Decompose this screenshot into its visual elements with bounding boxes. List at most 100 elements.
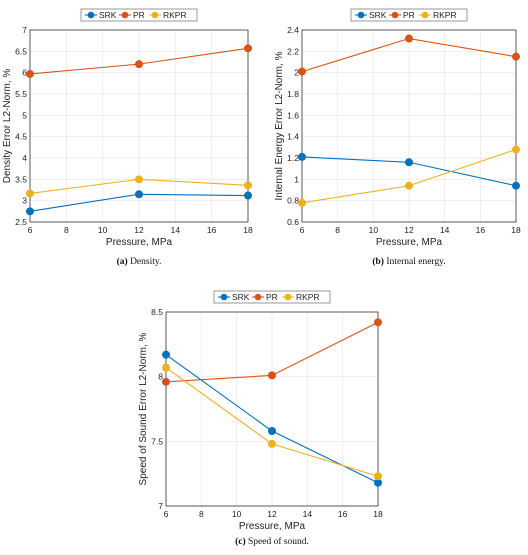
data-point-srk: [405, 158, 413, 167]
x-tick-label: 6: [28, 225, 33, 235]
y-tick-label: 8.5: [151, 307, 163, 317]
data-point-rkpr: [268, 439, 276, 448]
x-tick-label: 12: [267, 509, 277, 519]
legend-label: RKPR: [433, 10, 457, 20]
caption-text: Density.: [128, 257, 162, 267]
y-tick-label: 7: [158, 501, 163, 511]
y-tick-label: 3.5: [15, 174, 27, 184]
legend: SRK PR RKPR: [350, 8, 468, 22]
legend-marker-pr: [391, 11, 399, 19]
data-point-rkpr: [26, 189, 34, 198]
data-point-srk: [268, 426, 276, 435]
x-tick-label: 14: [171, 225, 181, 235]
legend-box: [80, 8, 198, 22]
data-point-pr: [405, 34, 413, 43]
data-point-pr: [268, 371, 276, 380]
figure-caption: (c) Speed of sound.: [235, 536, 309, 547]
data-point-pr: [374, 318, 382, 327]
x-tick-label: 10: [98, 225, 108, 235]
chart-a: 6 8 10 12 14 16 18 2.5 3 3.5 4 4.5 5 5.5 6 6.5 7 Pressure…: [2, 8, 253, 267]
axes-box: [165, 311, 379, 507]
x-tick-label: 14: [303, 509, 313, 519]
y-tick-label: 0.6: [287, 217, 299, 227]
x-tick-label: 16: [207, 225, 217, 235]
x-axis-label: Pressure, MPa: [106, 237, 173, 248]
y-tick-label: 1.4: [287, 132, 299, 142]
y-tick-label: 4: [22, 153, 27, 163]
y-tick-label: 3: [22, 196, 27, 206]
y-tick-label: 0.8: [287, 196, 299, 206]
y-tick-label: 5: [22, 110, 27, 120]
y-tick-label: 1.8: [287, 89, 299, 99]
x-tick-label: 18: [243, 225, 253, 235]
data-point-rkpr: [405, 181, 413, 190]
y-tick-label: 6: [22, 68, 27, 78]
legend-marker-pr: [254, 293, 262, 301]
x-axis-label: Pressure, MPa: [376, 237, 443, 248]
x-tick-label: 12: [404, 225, 414, 235]
legend-label: PR: [266, 292, 278, 302]
x-axis-label: Pressure, MPa: [239, 521, 306, 532]
legend-marker-rkpr: [421, 11, 429, 19]
axes-box: [29, 29, 249, 223]
data-point-pr: [244, 44, 252, 53]
data-point-srk: [298, 152, 306, 161]
x-tick-label: 6: [164, 509, 169, 519]
legend-label: SRK: [369, 10, 387, 20]
data-point-srk: [135, 190, 143, 199]
data-point-srk: [244, 191, 252, 200]
caption-tag: (a): [117, 256, 128, 267]
chart-c: 6 8 10 12 14 16 18 7 7.5 8 8.5 Pressure, MPa Speed o…: [138, 290, 383, 547]
legend-marker-srk: [220, 293, 228, 301]
x-tick-label: 16: [476, 225, 486, 235]
data-point-pr: [26, 69, 34, 78]
data-point-pr: [512, 52, 520, 61]
legend: SRK PR RKPR: [213, 290, 331, 304]
y-tick-label: 2.2: [287, 46, 299, 56]
legend-label: SRK: [232, 292, 250, 302]
y-tick-label: 8: [158, 372, 163, 382]
legend-marker-srk: [357, 11, 365, 19]
caption-tag: (c): [235, 536, 246, 547]
caption-tag: (b): [372, 256, 384, 267]
chart-b: 6 8 10 12 14 16 18 0.6 0.8 1 1.2 1.4 1.6 1.8 2 2.2 2.4 Pr…: [274, 8, 521, 267]
figure-caption: (b) Internal energy.: [372, 256, 445, 267]
data-point-rkpr: [374, 472, 382, 481]
data-point-rkpr: [298, 198, 306, 207]
y-tick-label: 5.5: [15, 89, 27, 99]
y-axis-label: Speed of Sound Error L2-Norm, %: [138, 332, 149, 485]
x-tick-label: 18: [511, 225, 521, 235]
x-tick-label: 8: [64, 225, 69, 235]
y-tick-label: 7.5: [151, 436, 163, 446]
legend-box: [350, 8, 468, 22]
legend-label: PR: [133, 10, 145, 20]
legend-label: RKPR: [296, 292, 320, 302]
x-tick-label: 10: [232, 509, 242, 519]
y-tick-label: 1.2: [287, 153, 299, 163]
data-point-srk: [374, 478, 382, 487]
axes-box: [301, 29, 517, 223]
data-point-pr: [135, 60, 143, 69]
legend-box: [213, 290, 331, 304]
data-point-srk: [26, 207, 34, 216]
legend-label: RKPR: [163, 10, 187, 20]
x-tick-label: 12: [134, 225, 144, 235]
x-tick-label: 16: [338, 509, 348, 519]
data-point-srk: [162, 350, 170, 359]
y-tick-label: 6.5: [15, 46, 27, 56]
y-tick-label: 1: [294, 174, 299, 184]
data-point-pr: [298, 67, 306, 76]
legend: SRK PR RKPR: [80, 8, 198, 22]
legend-marker-pr: [121, 11, 129, 19]
y-tick-label: 7: [22, 25, 27, 35]
y-tick-label: 4.5: [15, 132, 27, 142]
y-axis-label: Internal Energy Error L2-Norm, %: [274, 51, 285, 200]
y-tick-label: 1.6: [287, 110, 299, 120]
legend-label: SRK: [99, 10, 117, 20]
x-tick-label: 14: [440, 225, 450, 235]
figure-caption: (a) Density.: [117, 256, 162, 267]
data-point-rkpr: [244, 181, 252, 190]
y-tick-label: 2.4: [287, 25, 299, 35]
data-point-srk: [512, 181, 520, 190]
